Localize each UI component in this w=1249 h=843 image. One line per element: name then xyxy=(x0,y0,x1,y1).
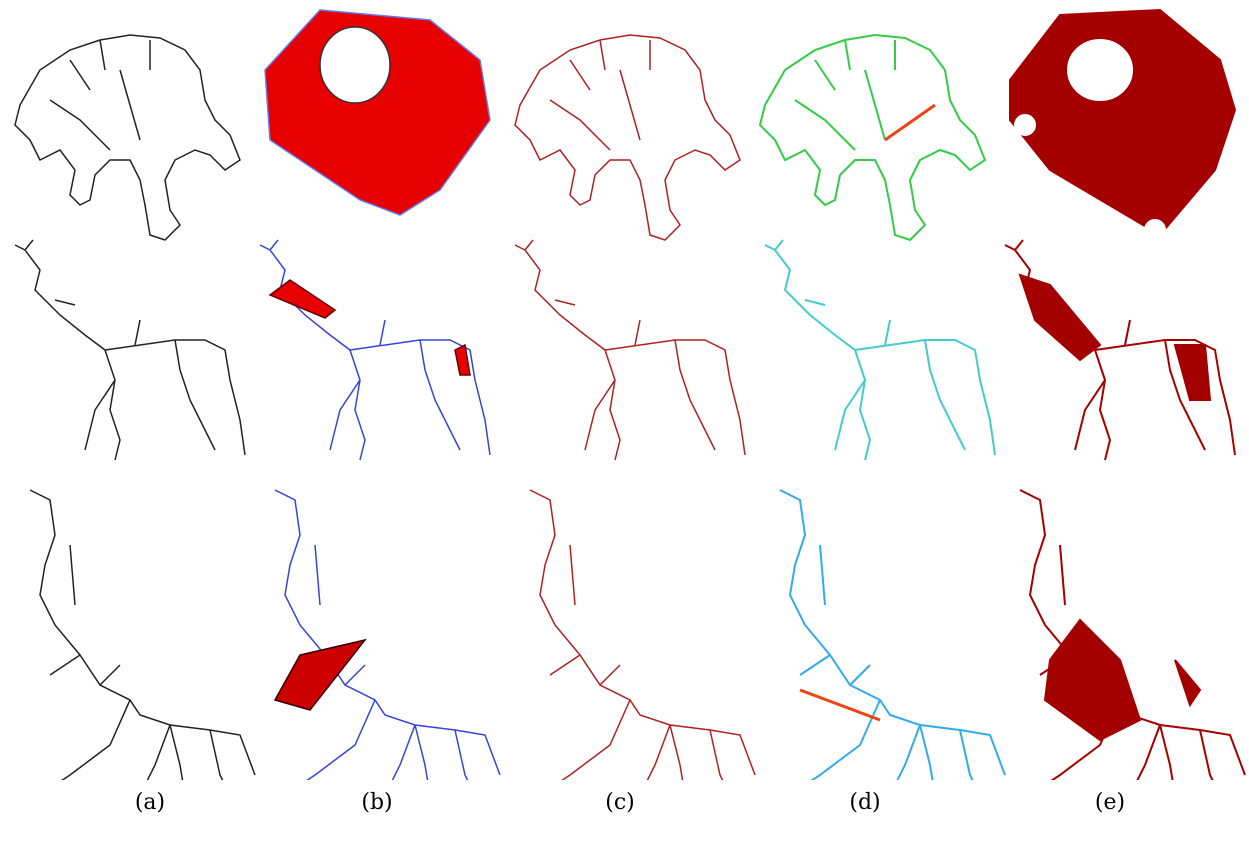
solid-part xyxy=(270,280,470,375)
figure: (a) (b) (c) (d) (e) xyxy=(0,0,1249,843)
column-e xyxy=(1005,10,1245,780)
solid-part xyxy=(275,640,365,710)
column-c xyxy=(515,35,755,780)
solid-part xyxy=(1010,10,1235,235)
hole xyxy=(1015,115,1035,135)
skeleton-panels xyxy=(0,0,1249,780)
hole xyxy=(320,27,390,103)
panel-label: (c) xyxy=(570,790,670,815)
solid-part xyxy=(1045,620,1240,780)
panel-label: (d) xyxy=(815,790,915,815)
hole xyxy=(1145,220,1165,240)
column-b xyxy=(260,10,500,780)
solid-part xyxy=(1020,275,1210,400)
column-d xyxy=(760,35,1005,780)
panel-label: (e) xyxy=(1060,790,1160,815)
hole xyxy=(1068,40,1132,100)
panel-label: (b) xyxy=(327,790,427,815)
column-a xyxy=(15,35,255,780)
panel-label: (a) xyxy=(100,790,200,815)
hot-branch xyxy=(800,105,935,720)
